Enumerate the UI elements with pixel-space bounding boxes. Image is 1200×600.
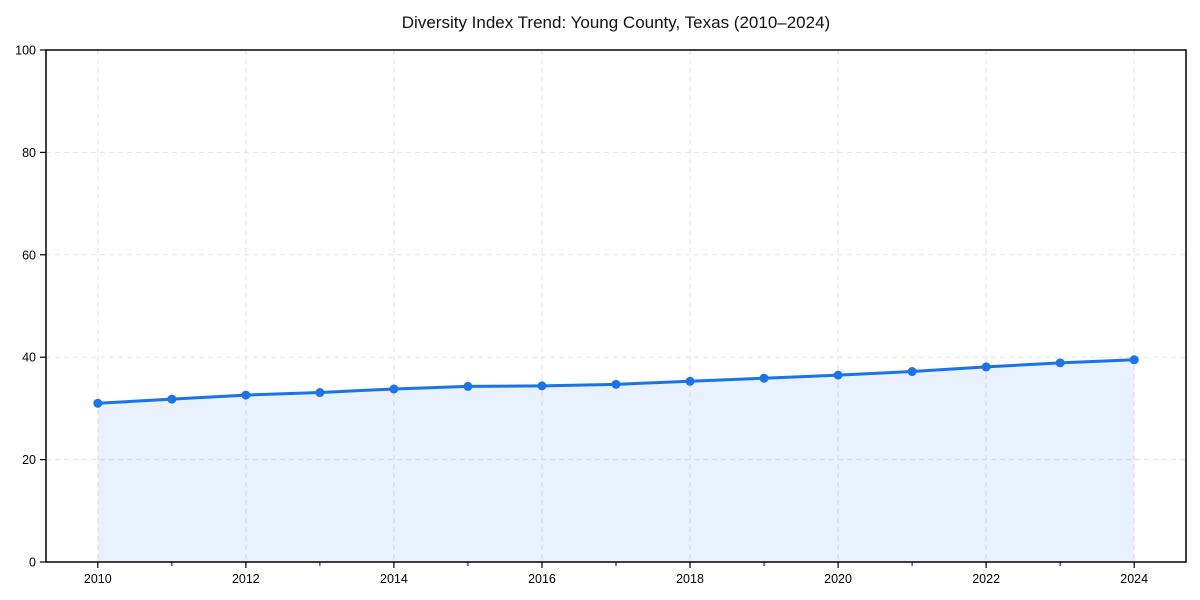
data-point <box>907 367 917 377</box>
x-tick-label: 2018 <box>676 572 704 586</box>
data-point <box>833 370 843 380</box>
x-tick-label: 2020 <box>824 572 852 586</box>
x-tick-label: 2014 <box>380 572 408 586</box>
y-tick-label: 20 <box>22 453 36 467</box>
x-tick-label: 2012 <box>232 572 260 586</box>
data-point <box>1055 358 1065 368</box>
y-tick-label: 60 <box>22 248 36 262</box>
data-point <box>981 362 991 372</box>
x-tick-label: 2024 <box>1120 572 1148 586</box>
data-point <box>315 388 325 398</box>
data-point <box>759 373 769 383</box>
x-tick-label: 2022 <box>972 572 1000 586</box>
area-fill <box>97 359 1135 562</box>
x-tick-label: 2010 <box>84 572 112 586</box>
data-point <box>611 379 621 389</box>
y-tick-label: 40 <box>22 351 36 365</box>
data-point <box>463 381 473 391</box>
data-point <box>1129 355 1139 365</box>
x-tick-label: 2016 <box>528 572 556 586</box>
data-point <box>389 384 399 394</box>
data-point <box>685 376 695 386</box>
data-point <box>241 390 251 400</box>
chart-title: Diversity Index Trend: Young County, Tex… <box>401 13 831 32</box>
y-tick-label: 100 <box>15 44 36 58</box>
y-tick-label: 0 <box>29 556 36 570</box>
data-point <box>537 381 547 391</box>
data-point <box>93 398 103 408</box>
data-point <box>167 394 177 404</box>
y-tick-label: 80 <box>22 146 36 160</box>
